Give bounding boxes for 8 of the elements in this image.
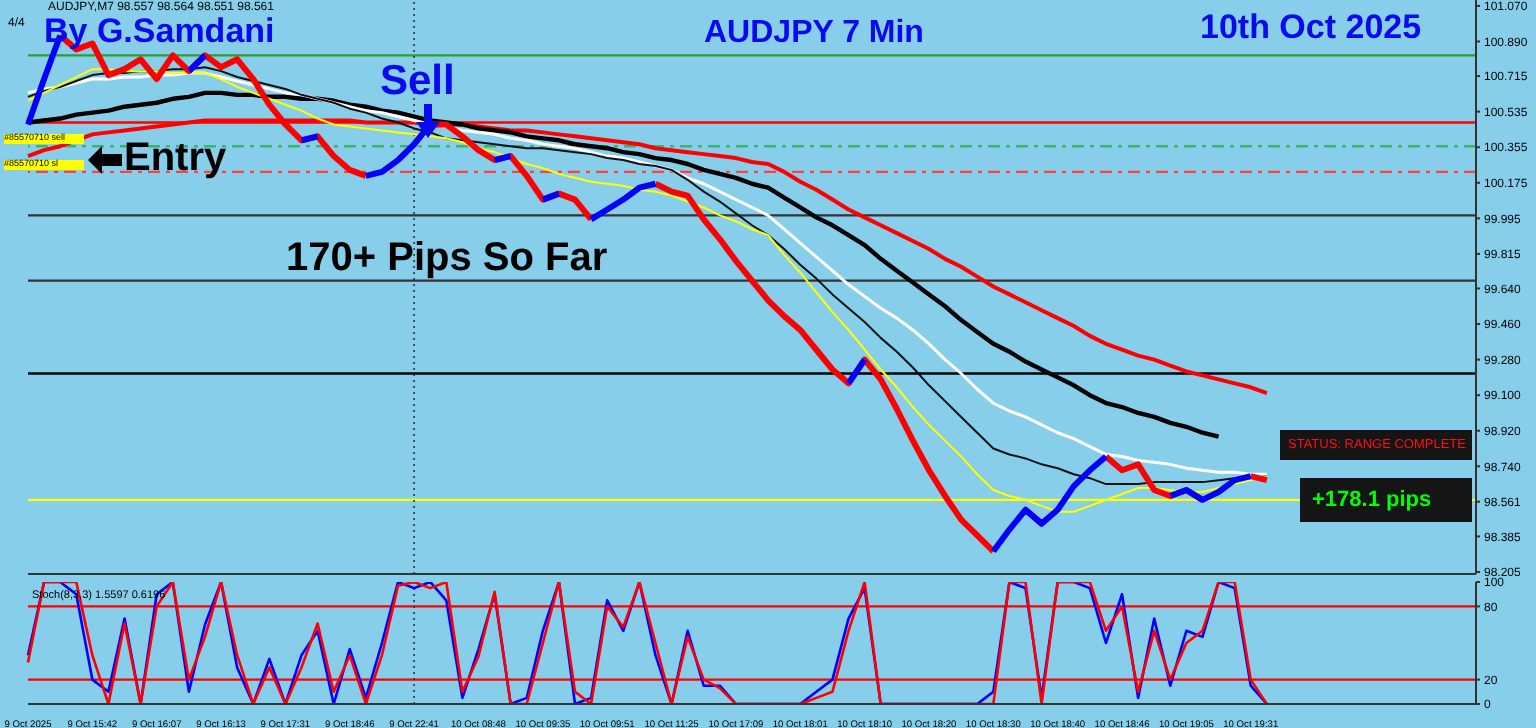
annotation: By G.Samdani xyxy=(44,12,275,52)
annotation: Entry xyxy=(124,136,227,180)
annotation: Sell xyxy=(380,58,455,105)
annotation: 170+ Pips So Far xyxy=(286,236,608,280)
label-box: +178.1 pips xyxy=(1300,478,1472,523)
annotation: AUDJPY 7 Min xyxy=(704,16,924,52)
annotation: +178.1 pips xyxy=(1312,488,1434,513)
annotation: 10th Oct 2025 xyxy=(1200,8,1422,48)
